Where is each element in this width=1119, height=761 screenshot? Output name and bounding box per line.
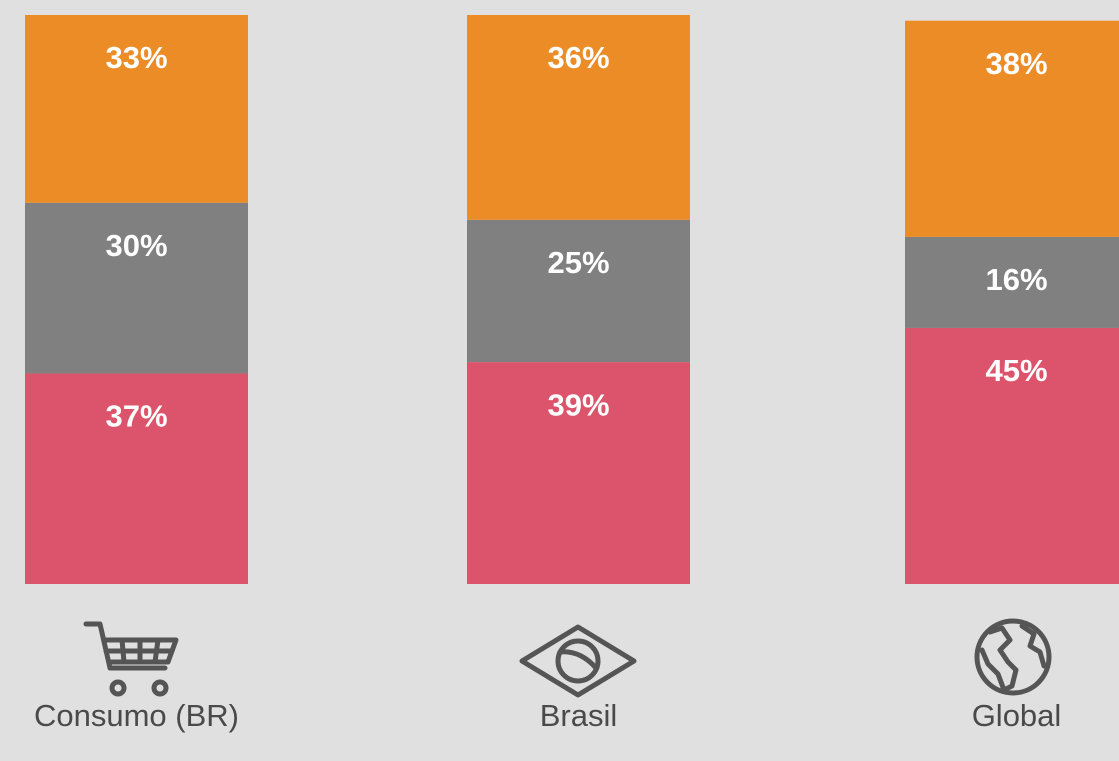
bar-segment <box>25 373 248 584</box>
bar-segment <box>25 202 248 374</box>
brazil-flag-icon <box>519 624 637 698</box>
category-label: Brasil <box>540 698 618 733</box>
cart-icon <box>83 621 179 697</box>
bar-segment <box>905 236 1119 328</box>
value-label: 16% <box>985 262 1047 297</box>
bar-segment <box>467 219 690 363</box>
value-label: 37% <box>105 399 167 434</box>
category-label: Global <box>972 698 1062 733</box>
value-label: 38% <box>985 46 1047 81</box>
bar-segment <box>467 15 690 220</box>
bar-segment <box>25 15 248 203</box>
value-label: 33% <box>105 40 167 75</box>
value-label: 39% <box>547 387 609 422</box>
category-label: Consumo (BR) <box>34 698 239 733</box>
value-label: 30% <box>105 228 167 263</box>
bar-segment <box>905 20 1119 237</box>
bar-segment <box>905 327 1119 584</box>
value-label: 36% <box>547 40 609 75</box>
bar-segment <box>467 362 690 584</box>
globe-icon <box>974 618 1052 696</box>
value-label: 45% <box>985 353 1047 388</box>
value-label: 25% <box>547 245 609 280</box>
